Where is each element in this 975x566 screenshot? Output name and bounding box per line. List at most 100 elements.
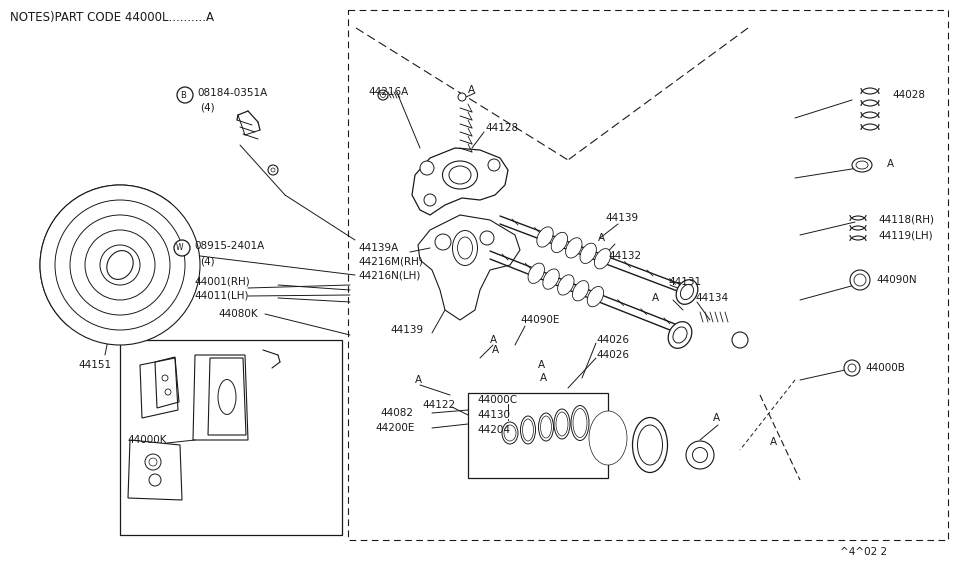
Ellipse shape [566,238,582,258]
Text: 44139A: 44139A [358,243,398,253]
Ellipse shape [591,414,625,462]
Text: A: A [887,159,894,169]
Text: A: A [540,373,547,383]
Text: 44011(LH): 44011(LH) [194,291,249,301]
Text: 44001(RH): 44001(RH) [194,277,250,287]
Circle shape [480,231,494,245]
Circle shape [378,90,388,100]
Text: A: A [468,85,475,95]
Circle shape [850,270,870,290]
Circle shape [271,168,275,172]
Ellipse shape [528,263,544,284]
Text: A: A [713,413,721,423]
Text: A: A [490,335,497,345]
Circle shape [70,215,170,315]
Text: 44000C: 44000C [477,395,517,405]
Circle shape [165,389,171,395]
Text: 44139: 44139 [390,325,423,335]
Text: 44119(LH): 44119(LH) [878,230,933,240]
Text: ^4^02 2: ^4^02 2 [840,547,887,557]
Ellipse shape [852,158,872,172]
Circle shape [848,364,856,372]
Text: 44026: 44026 [596,350,629,360]
Circle shape [177,87,193,103]
Ellipse shape [681,285,693,299]
Text: 44000B: 44000B [865,363,905,373]
Ellipse shape [668,321,692,348]
Text: A: A [538,360,545,370]
Ellipse shape [593,417,623,459]
Bar [348,10,948,540]
Ellipse shape [677,280,698,305]
Ellipse shape [449,166,471,184]
Ellipse shape [587,286,604,307]
Text: 44134: 44134 [695,293,728,303]
Circle shape [100,245,140,285]
Text: 44082: 44082 [380,408,413,418]
Ellipse shape [633,418,668,473]
Circle shape [420,161,434,175]
Circle shape [844,360,860,376]
Ellipse shape [558,275,574,295]
Circle shape [268,165,278,175]
Text: 44090N: 44090N [876,275,916,285]
Text: A: A [598,233,605,243]
Bar [120,340,342,535]
Ellipse shape [538,413,554,441]
Ellipse shape [638,425,662,465]
Ellipse shape [457,237,473,259]
Ellipse shape [523,419,533,441]
Ellipse shape [692,448,708,462]
Ellipse shape [452,230,478,265]
Ellipse shape [673,327,687,343]
Text: 44000K: 44000K [127,435,167,445]
Ellipse shape [593,417,623,459]
Text: 44080K: 44080K [218,309,257,319]
Ellipse shape [556,412,568,436]
Text: B: B [180,91,186,100]
Text: W: W [176,243,183,252]
Circle shape [458,93,466,101]
Circle shape [854,274,866,286]
Circle shape [174,240,190,256]
Text: 44216M(RH): 44216M(RH) [358,257,423,267]
Text: 44028: 44028 [892,90,925,100]
Ellipse shape [856,161,868,169]
Text: A: A [492,345,499,355]
Circle shape [149,474,161,486]
Ellipse shape [218,379,236,414]
Text: 44122: 44122 [422,400,455,410]
Text: 44204: 44204 [477,425,510,435]
Ellipse shape [554,409,570,439]
Circle shape [424,194,436,206]
Ellipse shape [540,416,552,438]
Text: A: A [415,375,422,385]
Ellipse shape [595,248,610,269]
Circle shape [85,230,155,300]
Ellipse shape [573,409,587,438]
Text: NOTES)PART CODE 44000L..........A: NOTES)PART CODE 44000L..........A [10,11,214,24]
Text: 44200E: 44200E [375,423,414,433]
Text: 44132: 44132 [608,251,642,261]
Text: 44130: 44130 [477,410,510,420]
Text: 08184-0351A: 08184-0351A [197,88,267,98]
Ellipse shape [543,269,560,289]
Circle shape [488,159,500,171]
Text: 44128: 44128 [485,123,518,133]
Text: 08915-2401A: 08915-2401A [194,241,264,251]
Ellipse shape [598,423,618,453]
Circle shape [145,454,161,470]
Ellipse shape [686,441,714,469]
Text: 44216A: 44216A [368,87,409,97]
Circle shape [380,92,385,97]
Circle shape [40,185,200,345]
Text: A: A [770,437,777,447]
Ellipse shape [537,227,553,247]
Circle shape [732,332,748,348]
Ellipse shape [504,425,516,441]
Ellipse shape [551,232,567,252]
Ellipse shape [502,422,518,444]
Text: 44139: 44139 [605,213,638,223]
Text: A: A [652,293,659,303]
Text: 44026: 44026 [596,335,629,345]
